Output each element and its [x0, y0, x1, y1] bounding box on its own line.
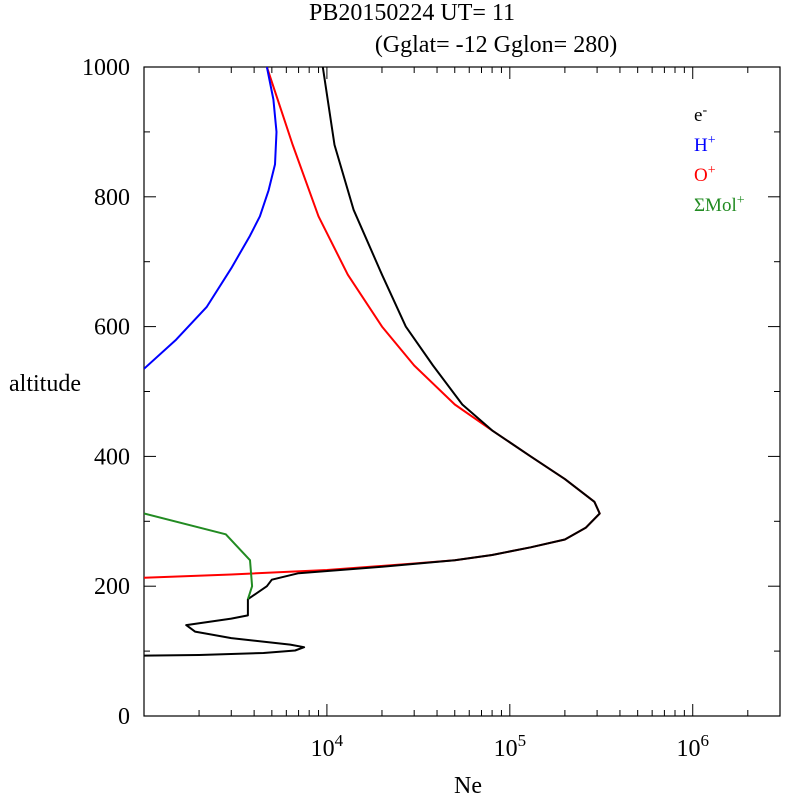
- chart-title-line1: PB20150224 UT= 11: [309, 0, 515, 26]
- x-tick-label: 105: [494, 731, 526, 762]
- x-tick-labels: 104 105 106: [311, 731, 709, 762]
- series-line-e: [144, 67, 601, 657]
- plot-frame: [143, 66, 781, 717]
- y-tick-label: 800: [94, 185, 130, 211]
- series-line-h: [144, 67, 278, 370]
- y-tick-label: 600: [94, 315, 130, 341]
- legend-entry: O+: [694, 163, 716, 186]
- x-axis-label: Ne: [454, 773, 482, 796]
- legend-entry: e-: [694, 103, 707, 126]
- y-tick-labels: 0 200 400 600 800 1000: [82, 55, 130, 730]
- series-line-mol: [144, 512, 254, 600]
- y-tick-label: 0: [118, 704, 130, 730]
- series-lines: [144, 67, 601, 657]
- legend-entry: ΣMol+: [694, 193, 745, 216]
- x-tick-label: 106: [676, 731, 709, 762]
- x-tick-label: 104: [311, 731, 344, 762]
- y-tick-label: 1000: [82, 55, 130, 81]
- axis-ticks: [143, 66, 781, 717]
- chart-title-line2: (Gglat= -12 Gglon= 280): [375, 32, 617, 58]
- y-axis-label: altitude: [9, 371, 81, 397]
- legend: e- H+ O+ ΣMol+: [694, 103, 745, 216]
- legend-entry: H+: [694, 133, 716, 156]
- series-line-o: [144, 67, 601, 579]
- y-tick-label: 400: [94, 444, 130, 470]
- plot-border: [143, 66, 781, 717]
- y-tick-label: 200: [94, 574, 130, 600]
